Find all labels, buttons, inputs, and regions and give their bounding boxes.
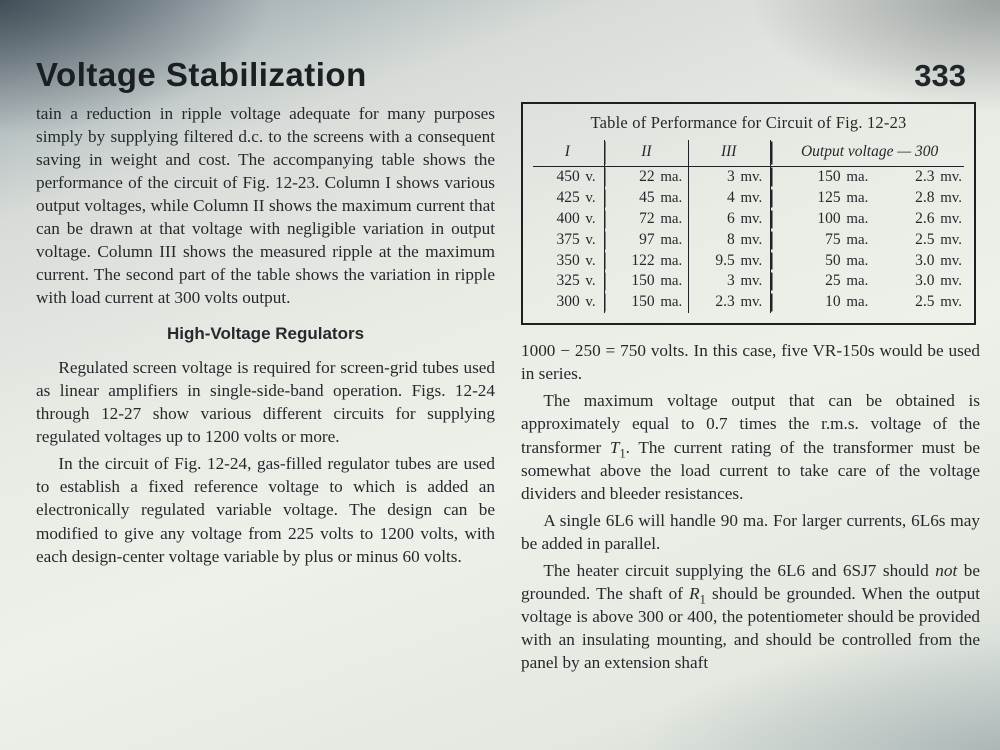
table-header-row: I II III Output voltage — 300 [533,140,964,166]
table-cell: 3 mv. [689,271,771,292]
table-cell: 150 ma. [604,271,689,292]
table-cell: 2.6 mv. [874,209,964,230]
left-column: tain a reduction in ripple voltage adequ… [36,102,495,678]
table-title: Table of Performance for Circuit of Fig.… [533,112,964,134]
table-cell: 50 ma. [771,251,875,272]
table-cell: 97 ma. [604,230,689,251]
performance-table-box: Table of Performance for Circuit of Fig.… [521,102,976,325]
table-cell: 450 v. [533,166,604,187]
table-cell: 2.8 mv. [874,188,964,209]
table-body: 450 v.22 ma.3 mv.150 ma.2.3 mv.425 v.45 … [533,166,964,313]
table-row: 325 v.150 ma.3 mv.25 ma.3.0 mv. [533,271,964,292]
table-cell: 6 mv. [689,209,771,230]
table-cell: 8 mv. [689,230,771,251]
table-cell: 125 ma. [771,188,875,209]
table-cell: 2.5 mv. [874,230,964,251]
table-row: 425 v.45 ma.4 mv.125 ma.2.8 mv. [533,188,964,209]
table-cell: 122 ma. [604,251,689,272]
table-cell: 72 ma. [604,209,689,230]
table-cell: 2.5 mv. [874,292,964,313]
table-header: II [604,140,689,166]
table-row: 450 v.22 ma.3 mv.150 ma.2.3 mv. [533,166,964,187]
section-subhead: High-Voltage Regulators [36,323,495,346]
table-cell: 10 ma. [771,292,875,313]
performance-table: I II III Output voltage — 300 450 v.22 m… [533,140,964,313]
table-cell: 3 mv. [689,166,771,187]
table-cell: 25 ma. [771,271,875,292]
table-cell: 150 ma. [771,166,875,187]
table-row: 300 v.150 ma.2.3 mv.10 ma.2.5 mv. [533,292,964,313]
page-header: Voltage Stabilization 333 [36,56,980,94]
table-cell: 2.3 mv. [874,166,964,187]
table-cell: 325 v. [533,271,604,292]
body-paragraph: tain a reduction in ripple voltage adequ… [36,102,495,309]
table-cell: 22 ma. [604,166,689,187]
table-cell: 300 v. [533,292,604,313]
text-run: The heater circuit supplying the 6L6 and… [543,561,935,580]
body-paragraph: The maximum voltage output that can be o… [521,389,980,504]
page: Voltage Stabilization 333 tain a reducti… [36,56,980,750]
table-cell: 2.3 mv. [689,292,771,313]
table-cell: 3.0 mv. [874,271,964,292]
page-number: 333 [914,58,966,94]
right-column: Table of Performance for Circuit of Fig.… [521,102,980,678]
italic-symbol: R [689,584,700,603]
table-cell: 375 v. [533,230,604,251]
body-paragraph: In the circuit of Fig. 12-24, gas-filled… [36,452,495,567]
table-row: 350 v.122 ma.9.5 mv.50 ma.3.0 mv. [533,251,964,272]
table-cell: 4 mv. [689,188,771,209]
table-cell: 45 ma. [604,188,689,209]
table-cell: 150 ma. [604,292,689,313]
table-cell: 100 ma. [771,209,875,230]
table-cell: 75 ma. [771,230,875,251]
table-row: 375 v.97 ma.8 mv.75 ma.2.5 mv. [533,230,964,251]
body-paragraph: 1000 − 250 = 750 volts. In this case, fi… [521,339,980,385]
body-paragraph: The heater circuit supplying the 6L6 and… [521,559,980,674]
table-row: 400 v.72 ma.6 mv.100 ma.2.6 mv. [533,209,964,230]
body-paragraph: A single 6L6 will handle 90 ma. For larg… [521,509,980,555]
table-header: Output voltage — 300 [771,140,964,166]
page-title: Voltage Stabilization [36,56,367,94]
table-header: III [689,140,771,166]
table-cell: 9.5 mv. [689,251,771,272]
table-header: I [533,140,604,166]
italic-emphasis: not [935,561,957,580]
table-cell: 400 v. [533,209,604,230]
table-cell: 425 v. [533,188,604,209]
table-cell: 3.0 mv. [874,251,964,272]
two-column-body: tain a reduction in ripple voltage adequ… [36,102,980,678]
table-cell: 350 v. [533,251,604,272]
body-paragraph: Regulated screen voltage is required for… [36,356,495,448]
